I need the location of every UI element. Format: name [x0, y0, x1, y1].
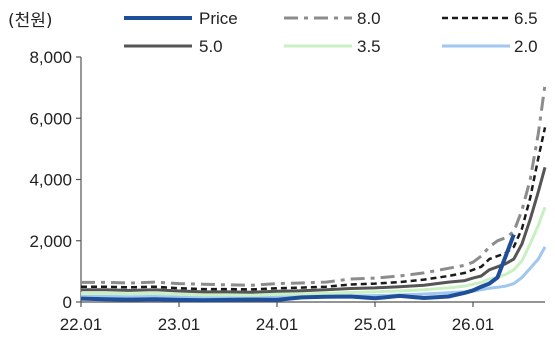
x-tick-label: 22.01: [60, 315, 103, 334]
plot-area: [80, 84, 547, 303]
legend-label-6-5: 6.5: [514, 9, 538, 28]
series-line-price: [80, 233, 516, 303]
x-axis: 22.01 23.01 24.01 25.01 26.01: [60, 302, 495, 334]
y-tick-label: 0: [63, 293, 72, 312]
y-tick-label: 2,000: [29, 232, 72, 251]
legend-label-price: Price: [199, 9, 238, 28]
y-axis: 0 2,000 4,000 6,000 8,000: [29, 48, 81, 312]
x-tick-label: 26.01: [452, 315, 495, 334]
series-line-6-5: [81, 127, 547, 291]
legend-label-2-0: 2.0: [514, 37, 538, 56]
y-tick-label: 4,000: [29, 171, 72, 190]
series-line-5-0: [81, 166, 547, 294]
series-line-3-5: [81, 206, 547, 297]
legend-label-8-0: 8.0: [357, 9, 381, 28]
x-tick-label: 23.01: [158, 315, 201, 334]
x-tick-label: 24.01: [256, 315, 299, 334]
y-tick-label: 6,000: [29, 109, 72, 128]
x-tick-label: 25.01: [354, 315, 397, 334]
legend-label-3-5: 3.5: [357, 37, 381, 56]
legend: Price 8.0 6.5 5.0 3.5 2.0: [124, 9, 538, 56]
legend-label-5-0: 5.0: [199, 37, 223, 56]
unit-label: (천원): [8, 11, 53, 31]
y-tick-label: 8,000: [29, 48, 72, 67]
series-line-8-0: [81, 84, 547, 287]
